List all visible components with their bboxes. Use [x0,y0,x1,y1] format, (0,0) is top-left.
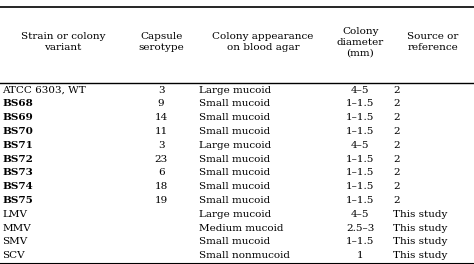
Text: Small mucoid: Small mucoid [199,168,270,177]
Text: 3: 3 [158,141,164,150]
Text: SMV: SMV [2,237,27,247]
Text: Source or
reference: Source or reference [407,32,458,52]
Text: Small mucoid: Small mucoid [199,113,270,122]
Text: 4–5: 4–5 [351,86,370,95]
Text: BS70: BS70 [2,127,33,136]
Text: MMV: MMV [2,224,31,233]
Text: Small mucoid: Small mucoid [199,237,270,247]
Text: 1–1.5: 1–1.5 [346,237,374,247]
Text: Large mucoid: Large mucoid [199,141,271,150]
Text: This study: This study [393,210,448,219]
Text: 9: 9 [158,99,164,109]
Text: 2: 2 [393,86,400,95]
Text: 1–1.5: 1–1.5 [346,155,374,164]
Text: Small mucoid: Small mucoid [199,182,270,191]
Text: This study: This study [393,251,448,260]
Text: 2: 2 [393,168,400,177]
Text: 19: 19 [155,196,168,205]
Text: 14: 14 [155,113,168,122]
Text: Colony appearance
on blood agar: Colony appearance on blood agar [212,32,314,52]
Text: 18: 18 [155,182,168,191]
Text: 2: 2 [393,127,400,136]
Text: 4–5: 4–5 [351,210,370,219]
Text: BS68: BS68 [2,99,33,109]
Text: Small mucoid: Small mucoid [199,196,270,205]
Text: 1: 1 [357,251,364,260]
Text: 6: 6 [158,168,164,177]
Text: Strain or colony
variant: Strain or colony variant [20,32,105,52]
Text: SCV: SCV [2,251,25,260]
Text: ATCC 6303, WT: ATCC 6303, WT [2,86,86,95]
Text: Medium mucoid: Medium mucoid [199,224,283,233]
Text: 2: 2 [393,113,400,122]
Text: 1–1.5: 1–1.5 [346,182,374,191]
Text: 2.5–3: 2.5–3 [346,224,374,233]
Text: This study: This study [393,237,448,247]
Text: Large mucoid: Large mucoid [199,210,271,219]
Text: Capsule
serotype: Capsule serotype [138,32,184,52]
Text: Small mucoid: Small mucoid [199,155,270,164]
Text: Small nonmucoid: Small nonmucoid [199,251,290,260]
Text: 2: 2 [393,196,400,205]
Text: 1–1.5: 1–1.5 [346,168,374,177]
Text: BS72: BS72 [2,155,33,164]
Text: 11: 11 [155,127,168,136]
Text: LMV: LMV [2,210,27,219]
Text: BS73: BS73 [2,168,33,177]
Text: BS69: BS69 [2,113,33,122]
Text: BS75: BS75 [2,196,33,205]
Text: 1–1.5: 1–1.5 [346,196,374,205]
Text: BS71: BS71 [2,141,33,150]
Text: Small mucoid: Small mucoid [199,127,270,136]
Text: 23: 23 [155,155,168,164]
Text: 1–1.5: 1–1.5 [346,99,374,109]
Text: 2: 2 [393,182,400,191]
Text: Colony
diameter
(mm): Colony diameter (mm) [337,27,384,58]
Text: 2: 2 [393,155,400,164]
Text: This study: This study [393,224,448,233]
Text: 2: 2 [393,141,400,150]
Text: Large mucoid: Large mucoid [199,86,271,95]
Text: 2: 2 [393,99,400,109]
Text: 1–1.5: 1–1.5 [346,127,374,136]
Text: BS74: BS74 [2,182,33,191]
Text: 3: 3 [158,86,164,95]
Text: 1–1.5: 1–1.5 [346,113,374,122]
Text: Small mucoid: Small mucoid [199,99,270,109]
Text: 4–5: 4–5 [351,141,370,150]
